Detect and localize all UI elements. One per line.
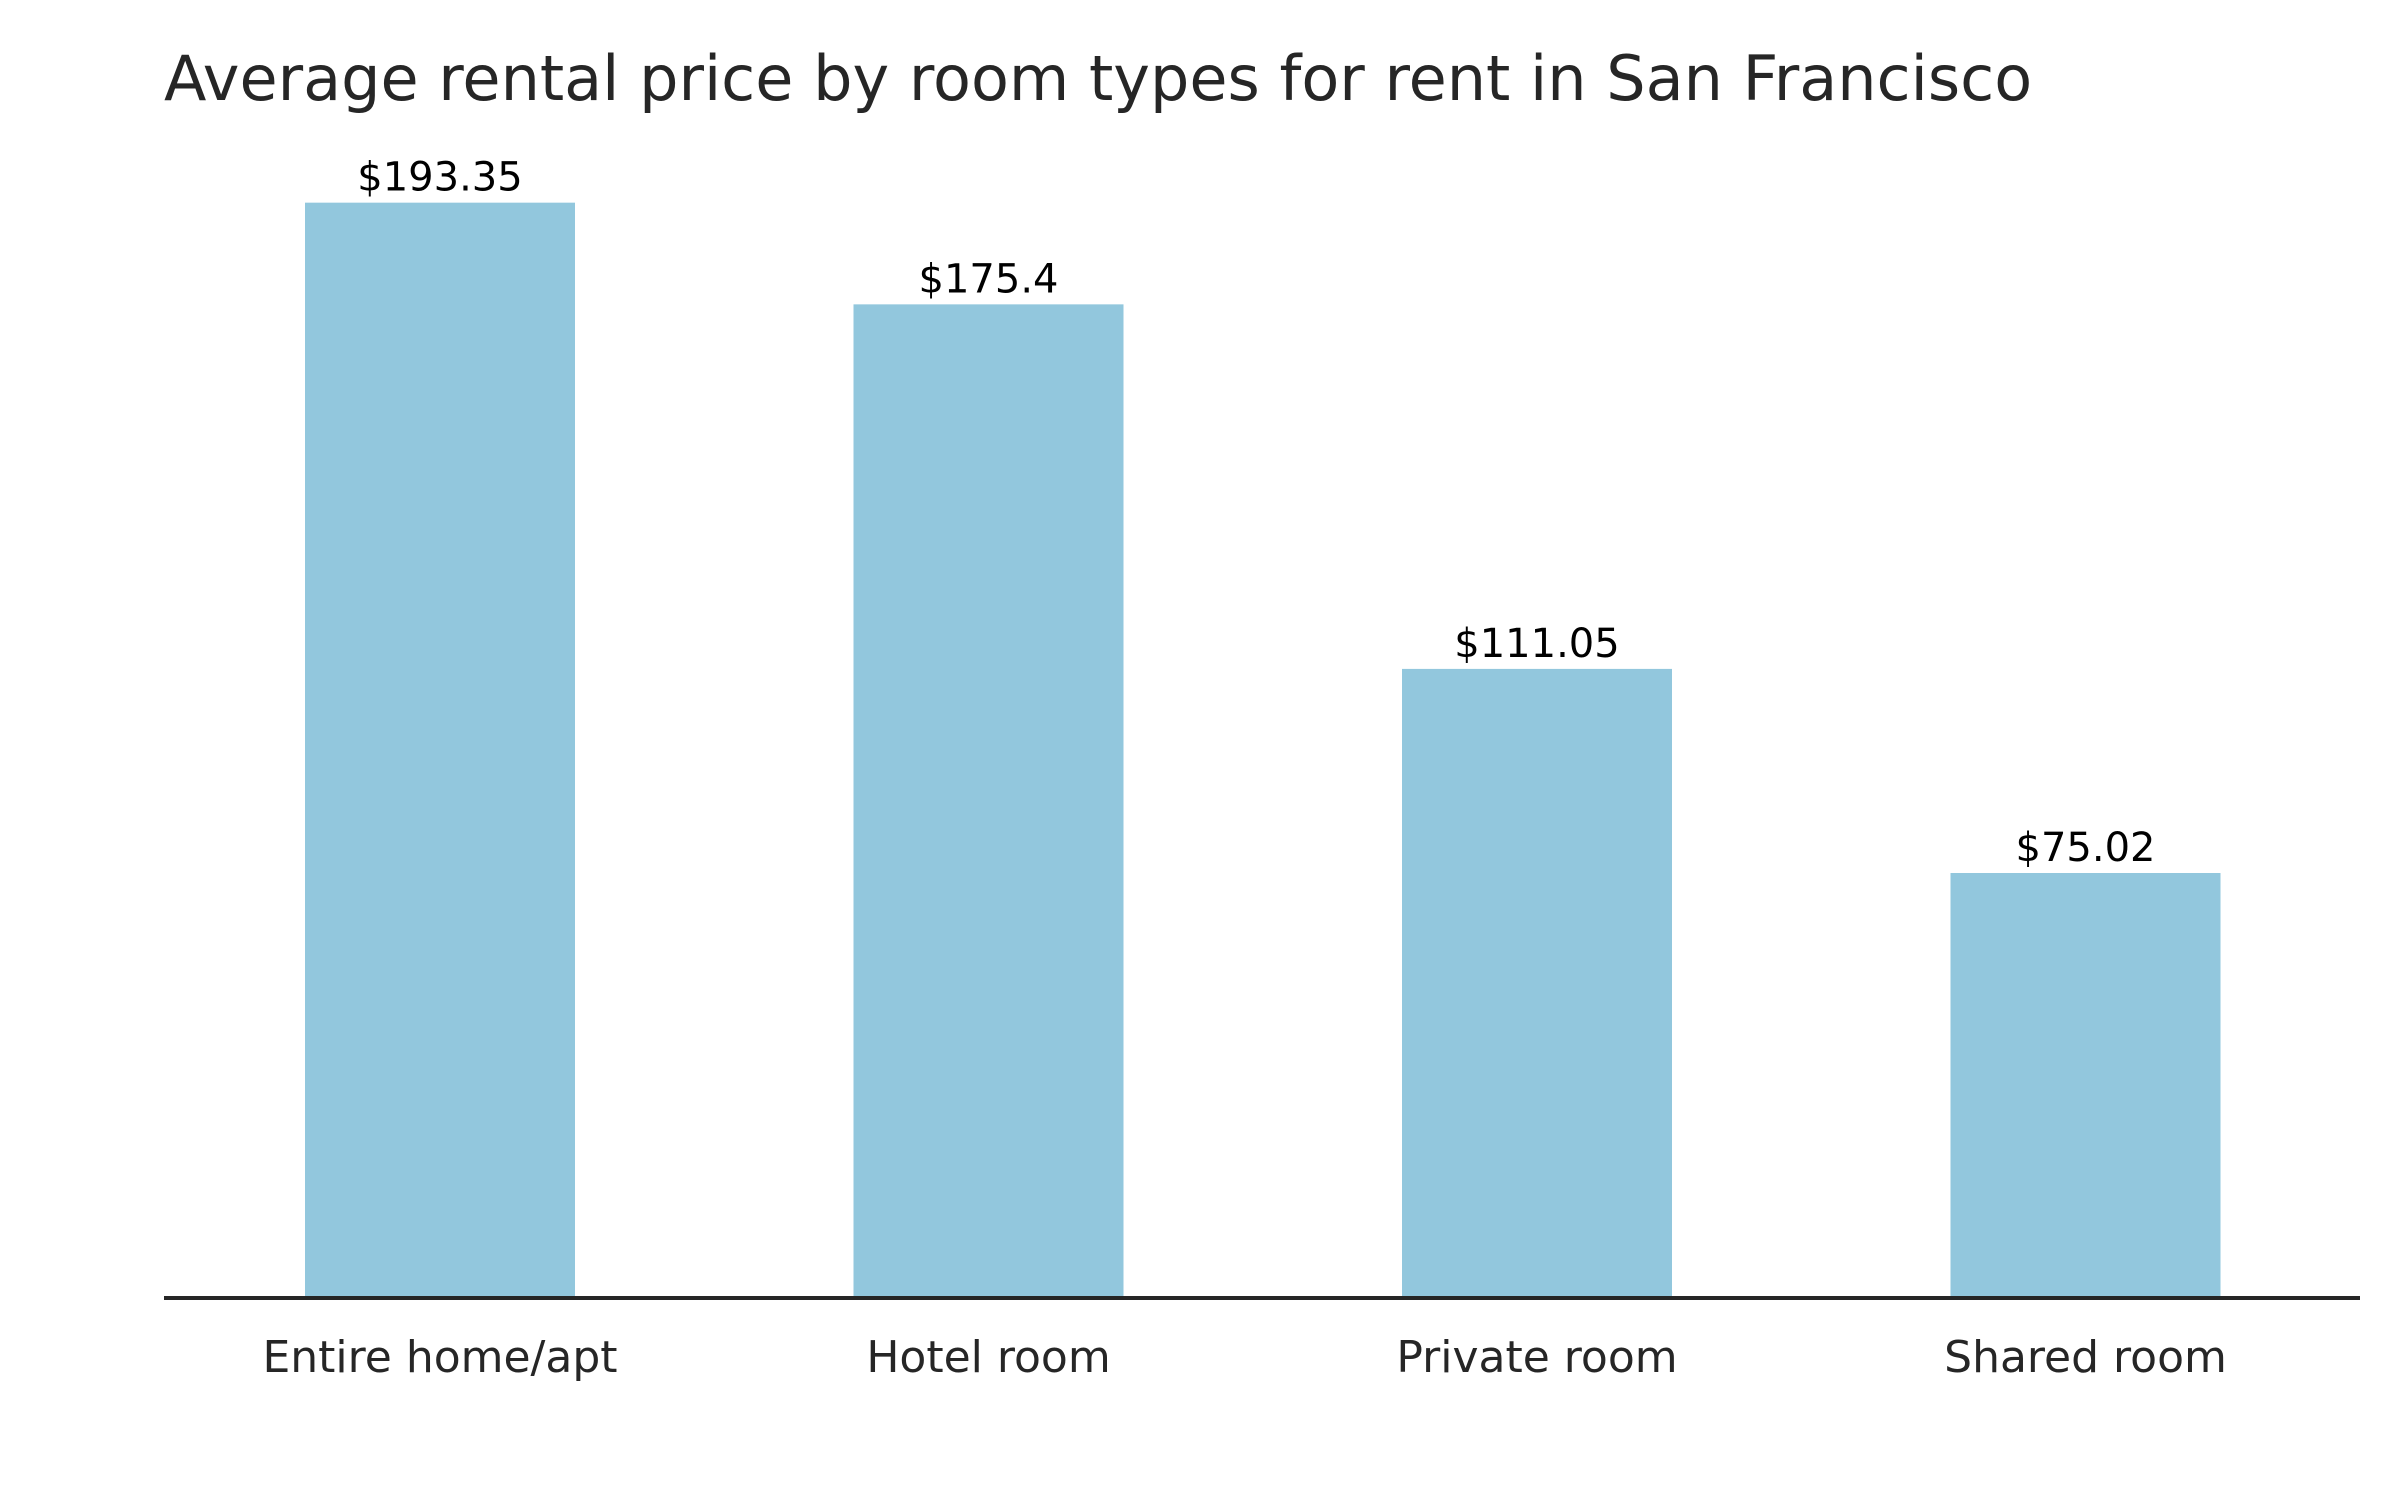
bar-private-room: [1402, 668, 1672, 1298]
x-tick-label: Entire home/apt: [262, 1332, 617, 1383]
bars-group: [305, 202, 2221, 1298]
bar-hotel-room: [853, 304, 1124, 1298]
x-tick-labels-group: Entire home/apt Hotel room Private room Sha…: [262, 1332, 2226, 1383]
data-labels-group: $193.35 $175.4 $111.05 $75.02: [357, 155, 2155, 871]
x-tick-label: Hotel room: [866, 1332, 1110, 1383]
data-label: $111.05: [1454, 621, 1619, 667]
chart-title: Average rental price by room types for r…: [164, 42, 2032, 115]
bar-entire-home-apt: [305, 202, 575, 1298]
data-label: $75.02: [2016, 825, 2156, 871]
data-label: $193.35: [357, 155, 522, 201]
x-tick-label: Shared room: [1944, 1332, 2227, 1383]
bar-shared-room: [1950, 873, 2221, 1298]
x-tick-label: Private room: [1396, 1332, 1677, 1383]
data-label: $175.4: [919, 256, 1059, 302]
